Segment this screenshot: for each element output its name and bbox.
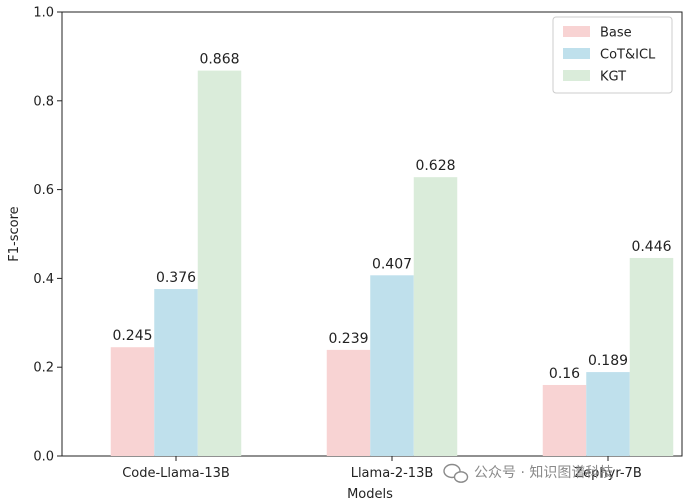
bar-value-label: 0.239 <box>328 331 368 347</box>
x-axis: Code-Llama-13B Llama-2-13B Zephyr-7B <box>122 456 642 481</box>
x-tick-label: Llama-2-13B <box>351 466 434 481</box>
legend-label: KGT <box>600 70 626 85</box>
bar <box>586 372 630 456</box>
x-axis-title: Models <box>347 487 393 502</box>
bar-value-label: 0.446 <box>631 239 671 255</box>
data-labels: 0.245 0.376 0.868 0.239 0.407 0.628 0.16 0.189 0… <box>112 52 671 382</box>
bars <box>110 70 674 456</box>
y-tick-label: 0.2 <box>33 361 54 376</box>
bar <box>413 177 458 456</box>
y-axis: 0.0 0.2 0.4 0.6 0.8 1.0 <box>33 6 62 465</box>
bar-value-label: 0.868 <box>199 52 239 68</box>
legend-swatch <box>563 70 590 81</box>
y-tick-label: 0.8 <box>33 94 54 109</box>
y-tick-label: 0.0 <box>33 450 54 465</box>
legend-label: CoT&ICL <box>600 48 656 63</box>
legend-label: Base <box>600 26 632 41</box>
y-axis-title: F1-score <box>7 206 22 261</box>
bar <box>154 289 198 456</box>
bar <box>326 349 371 456</box>
bar <box>542 384 587 456</box>
bar-value-label: 0.245 <box>112 328 152 344</box>
bar-value-label: 0.407 <box>372 256 412 272</box>
x-tick-label: Code-Llama-13B <box>122 466 230 481</box>
legend-swatch <box>563 48 590 59</box>
watermark-text: 公众号 · 知识图谱科技 <box>474 464 613 481</box>
y-tick-label: 1.0 <box>33 6 54 21</box>
y-tick-label: 0.4 <box>33 272 54 287</box>
bar-value-label: 0.376 <box>156 270 196 286</box>
bar <box>629 257 674 456</box>
wechat-icon <box>443 463 469 483</box>
bar-value-label: 0.628 <box>415 158 455 174</box>
y-tick-label: 0.6 <box>33 183 54 198</box>
legend-swatch <box>563 26 590 37</box>
bar <box>370 275 414 456</box>
bar <box>197 70 242 456</box>
x-tick-label: Zephyr-7B <box>574 466 641 481</box>
bar <box>110 347 155 456</box>
bar-value-label: 0.189 <box>588 353 628 369</box>
bar-value-label: 0.16 <box>549 366 580 382</box>
watermark: 公众号 · 知识图谱科技 <box>443 463 613 483</box>
legend: Base CoT&ICL KGT <box>552 16 673 94</box>
